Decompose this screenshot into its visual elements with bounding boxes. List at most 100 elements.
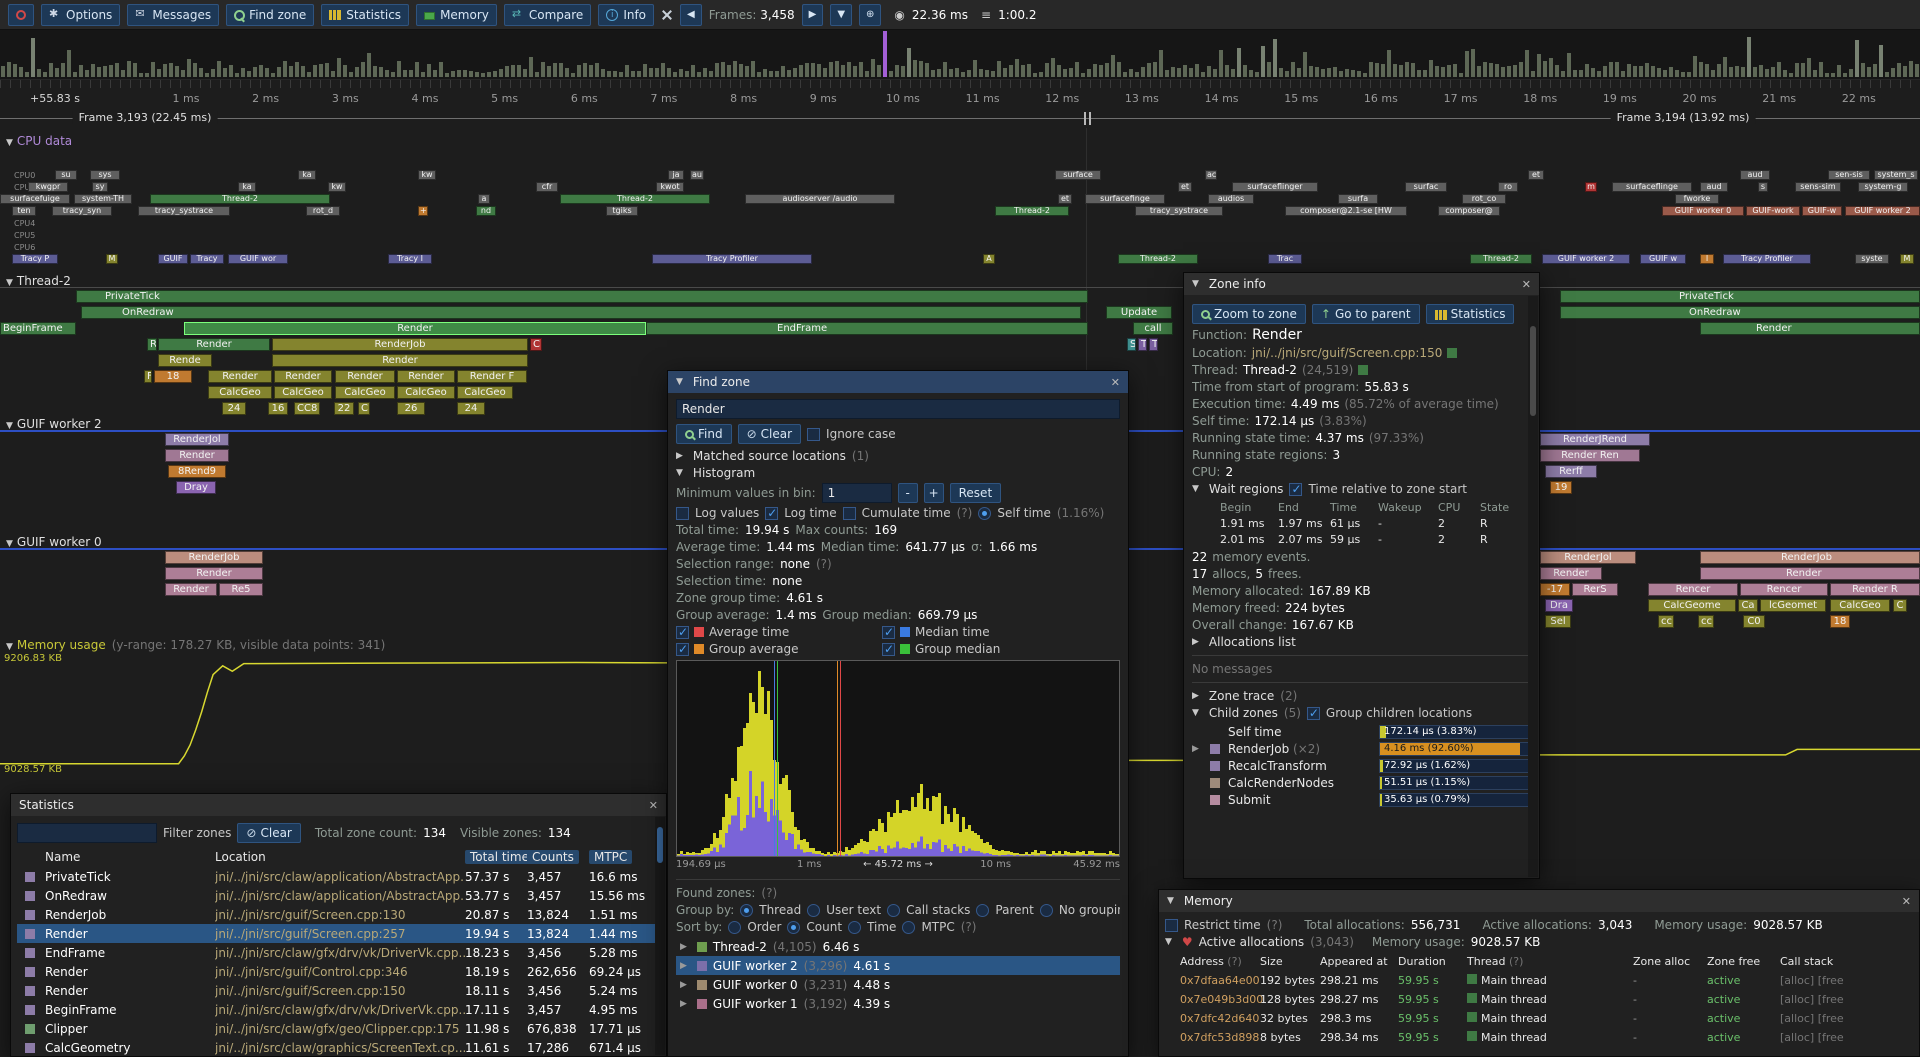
cpu-zone[interactable]: et xyxy=(1058,194,1072,204)
close-icon[interactable]: ✕ xyxy=(648,798,658,812)
zone-info-window[interactable]: ▼ Zone info ✕ Zoom to zone ↑ Go to parent… xyxy=(1183,272,1540,879)
child-zone-row[interactable]: Self time 172.14 μs (3.83%) xyxy=(1192,723,1531,740)
cpu-zone[interactable]: Tracy xyxy=(190,254,224,264)
column-total-time[interactable]: Total time xyxy=(465,849,534,864)
cpu-zone[interactable]: surfac xyxy=(1405,182,1447,192)
cpu-zone[interactable]: tracy_systrace xyxy=(138,206,230,216)
timeline-zone[interactable]: Rende xyxy=(158,354,212,367)
cpu-zone[interactable]: kwot xyxy=(656,182,684,192)
cpu-zone[interactable]: surfaceflinge xyxy=(1612,182,1692,192)
cpu-zone[interactable]: et xyxy=(1528,170,1544,180)
cpu-zone[interactable]: Thread-2 xyxy=(1118,254,1198,264)
memory-window[interactable]: ▼ Memory ✕ Restrict time (?) Total alloc… xyxy=(1158,889,1920,1057)
cpu-zone[interactable]: sy xyxy=(92,182,108,192)
next-frame-button[interactable]: ▶ xyxy=(801,3,824,26)
child-zone-row[interactable]: RecalcTransform 72.92 μs (1.62%) xyxy=(1192,757,1531,774)
cpu-zone[interactable]: aud xyxy=(1740,170,1770,180)
cpu-zone[interactable]: fworke xyxy=(1675,194,1719,204)
group-average-checkbox[interactable] xyxy=(676,642,689,656)
timeline-zone[interactable]: OnRedraw xyxy=(1560,306,1920,319)
timeline-zone[interactable]: C0 xyxy=(1743,615,1765,628)
cpu-zone[interactable]: surfacefinge xyxy=(1085,194,1165,204)
cpu-zone[interactable]: audioserver /audio xyxy=(745,194,895,204)
allocations-list[interactable]: ▶ Allocations list xyxy=(1192,635,1531,649)
column-size[interactable]: Size xyxy=(1260,955,1283,968)
statistics-row[interactable]: Render jni/../jni/src/guif/Control.cpp:34… xyxy=(17,962,660,981)
timeline-zone[interactable]: Render Ren xyxy=(1540,449,1640,462)
timeline-zone[interactable]: Render xyxy=(165,567,263,580)
statistics-row[interactable]: OnRedraw jni/../jni/src/claw/application/… xyxy=(17,886,660,905)
zoom-to-zone-button[interactable]: Zoom to zone xyxy=(1192,304,1306,324)
close-icon[interactable]: ✕ xyxy=(1521,277,1531,291)
timeline-zone[interactable]: CalcGeo xyxy=(1830,599,1890,612)
cpu-zone[interactable]: GUIF worker 0 xyxy=(1662,206,1744,216)
timeline-zone[interactable]: -17 xyxy=(1540,583,1570,596)
cpu-zone[interactable]: tgiks xyxy=(606,206,638,216)
cpu-zone[interactable]: ac xyxy=(1205,170,1217,180)
bin-decrease-button[interactable]: - xyxy=(897,483,918,503)
go-to-parent-button[interactable]: ↑ Go to parent xyxy=(1311,304,1420,324)
clear-button[interactable]: ⊘ Clear xyxy=(737,424,802,444)
toolbar-button-statistics[interactable]: Statistics xyxy=(321,3,410,26)
timeline-zone[interactable]: C xyxy=(358,402,370,415)
matched-source-locations[interactable]: ▶ Matched source locations (1) xyxy=(676,449,1120,463)
cpu-zone[interactable]: surfacefuige xyxy=(0,194,70,204)
timeline-zone[interactable]: C xyxy=(530,338,542,351)
cpu-zone[interactable]: kw xyxy=(418,170,436,180)
cpu-zone[interactable]: GUIF w xyxy=(1640,254,1686,264)
child-zone-row[interactable]: Submit 35.63 μs (0.79%) xyxy=(1192,791,1531,808)
toolbar-button-memory[interactable]: Memory xyxy=(416,3,497,26)
timeline-zone[interactable]: EndFrame xyxy=(646,322,1088,335)
frame-dropdown-button[interactable]: ▼ xyxy=(830,3,853,26)
restrict-time-checkbox[interactable] xyxy=(1165,918,1178,932)
timeline-zone[interactable]: T xyxy=(1138,338,1147,351)
timeline-zone[interactable]: Render xyxy=(272,354,528,367)
timeline-zone[interactable]: RenderJob xyxy=(272,338,528,351)
allocation-row[interactable]: 0x7e049b3d00 128 bytes 298.27 ms 59.95 s Mai… xyxy=(1165,990,1913,1009)
cpu-zone[interactable]: system-TH xyxy=(74,194,132,204)
cumulate-time-checkbox[interactable] xyxy=(842,506,856,520)
group-by-radio-user-text[interactable] xyxy=(807,903,821,917)
cpu-zone[interactable]: nd xyxy=(476,206,496,216)
sort-by-radio-time[interactable] xyxy=(848,920,862,934)
timeline-zone[interactable]: PrivateTick xyxy=(76,290,1088,303)
timeline-zone[interactable]: Render xyxy=(274,370,332,383)
timeline-zone[interactable]: Render xyxy=(397,370,455,383)
timeline-zone[interactable]: BeginFrame xyxy=(0,322,76,335)
cpu-data-header[interactable]: ▼ CPU data xyxy=(6,134,72,148)
timeline-zone[interactable]: Update xyxy=(1106,306,1172,319)
cpu-zone[interactable]: + xyxy=(418,206,428,216)
expand-icon[interactable]: ▶ xyxy=(676,451,683,461)
toolbar-button-options[interactable]: Options xyxy=(41,3,121,26)
timeline-zone[interactable]: CalcGeo xyxy=(335,386,395,399)
cpu-zone[interactable]: M xyxy=(106,254,118,264)
histogram-section[interactable]: ▼ Histogram xyxy=(676,466,1120,480)
timeline-zone[interactable]: Render xyxy=(208,370,272,383)
timeline-zone[interactable]: Re5 xyxy=(219,583,263,596)
column-zone-free[interactable]: Zone free xyxy=(1707,955,1761,968)
memory-usage-header[interactable]: ▼ Memory usage (y-range: 178.27 KB, visibl… xyxy=(6,638,385,652)
statistics-row[interactable]: PrivateTick jni/../jni/src/claw/applicati… xyxy=(17,867,660,886)
cpu-zone[interactable]: cfr xyxy=(536,182,558,192)
allocation-row[interactable]: 0x7dfc53d898 8 bytes 298.34 ms 59.95 s Main … xyxy=(1165,1028,1913,1047)
timeline-zone[interactable]: RenderJRend xyxy=(1540,433,1650,446)
timeline-zone[interactable]: Render R xyxy=(1830,583,1920,596)
collapse-icon[interactable]: ▼ xyxy=(1165,937,1172,947)
prev-frame-button[interactable]: ◀ xyxy=(680,3,702,26)
cpu-zone[interactable]: GUIF worker 2 xyxy=(1542,254,1630,264)
cpu-zone[interactable]: m xyxy=(1585,182,1597,192)
cpu-zone[interactable]: GUIF wor xyxy=(228,254,288,264)
timeline-zone[interactable]: 8Rend9 xyxy=(168,465,226,478)
timeline-zone[interactable]: RenderJol xyxy=(165,433,229,446)
timeline-zone[interactable]: OnRedraw xyxy=(81,306,1081,319)
cpu-zone[interactable]: Tracy I xyxy=(388,254,432,264)
child-zones-header[interactable]: ▼ Child zones (5) Group children locations xyxy=(1192,706,1531,720)
cpu-zone[interactable]: Trac xyxy=(1268,254,1302,264)
timeline-zone[interactable]: 16 xyxy=(268,402,288,415)
timeline-zone[interactable]: CalcGeome xyxy=(1648,599,1736,612)
reset-button[interactable]: Reset xyxy=(949,483,1002,503)
group-by-radio-call-stacks[interactable] xyxy=(887,903,901,917)
timeline-zone[interactable]: Render xyxy=(184,322,646,335)
sort-by-radio-mtpc[interactable] xyxy=(902,920,916,934)
cpu-zone[interactable]: tracy_syn xyxy=(52,206,112,216)
